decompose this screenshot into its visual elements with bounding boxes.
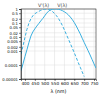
x-tick: 500 (41, 79, 49, 86)
series-line (21, 9, 84, 77)
y-tick-mark (19, 13, 21, 14)
plot-frame (21, 9, 96, 79)
grid-line-y (21, 27, 96, 28)
grid (21, 9, 96, 79)
plot: 4004505005506006507007500.000010.00010.0… (2, 3, 99, 94)
x-tick-label: 700 (81, 81, 89, 86)
y-tick-mark (19, 79, 21, 80)
x-tick: 650 (71, 79, 79, 86)
x-tick: 400 (21, 79, 29, 86)
y-tick-mark (19, 33, 21, 34)
curve-label: V'(λ) (38, 3, 49, 8)
y-tick-mark (19, 9, 21, 10)
y-tick-mark (19, 41, 21, 42)
y-tick-mark (19, 19, 21, 20)
chart: 4004505005506006507007500.000010.00010.0… (0, 0, 100, 95)
grid-line-x (94, 9, 95, 79)
y-tick-mark (19, 23, 21, 24)
lines (21, 9, 96, 77)
x-axis: 400450500550600650700750 (21, 79, 98, 86)
grid-line-y (21, 23, 96, 24)
y-tick-label: 1 (16, 7, 19, 12)
curve-label: V(λ) (57, 3, 67, 8)
x-tick-label: 550 (51, 81, 59, 86)
x-tick-label: 750 (91, 81, 99, 86)
grid-line-y (21, 51, 96, 52)
grid-line-x (74, 9, 75, 79)
y-tick-label: 0.00001 (2, 77, 18, 82)
y-tick-mark (19, 27, 21, 28)
y-tick-mark (19, 51, 21, 52)
grid-line-y (21, 46, 96, 47)
x-tick-label: 450 (31, 81, 39, 86)
grid-line-x (44, 9, 45, 79)
grid-line-x (34, 9, 35, 79)
x-tick: 700 (81, 79, 89, 86)
y-tick-mark (19, 65, 21, 66)
y-tick: 0.2 (12, 17, 21, 22)
y-tick: 0.0001 (5, 63, 21, 68)
x-tick-label: 500 (41, 81, 49, 86)
x-tick: 450 (31, 79, 39, 86)
grid-line-y (21, 37, 96, 38)
x-tick: 750 (91, 79, 99, 86)
y-tick: 0.00001 (2, 77, 21, 82)
grid-line-x (54, 9, 55, 79)
grid-line-y (21, 41, 96, 42)
y-tick: 1 (16, 7, 21, 12)
y-tick: 0.002 (7, 45, 21, 50)
y-tick-mark (19, 47, 21, 48)
y-axis: 0.000010.00010.0010.0020.0050.010.020.05… (2, 7, 21, 82)
y-tick-label: 0.0001 (5, 63, 19, 68)
grid-line-x (64, 9, 65, 79)
y-axis-line (19, 10, 22, 80)
series-line (21, 9, 96, 71)
x-tick: 600 (61, 79, 69, 86)
y-tick-label: 0.002 (7, 45, 18, 50)
y-tick-mark (19, 37, 21, 38)
y-tick: 0.02 (10, 31, 21, 36)
x-tick-label: 650 (71, 81, 79, 86)
x-tick-label: 600 (61, 81, 69, 86)
y-tick-label: 0.02 (10, 31, 19, 36)
grid-line-y (21, 13, 96, 14)
grid-line-x (24, 9, 25, 79)
x-axis-title: λ (nm) (51, 89, 67, 94)
x-tick: 550 (51, 79, 59, 86)
grid-line-y (21, 65, 96, 66)
y-tick-label: 0.2 (12, 17, 19, 22)
x-tick-label: 400 (21, 81, 29, 86)
